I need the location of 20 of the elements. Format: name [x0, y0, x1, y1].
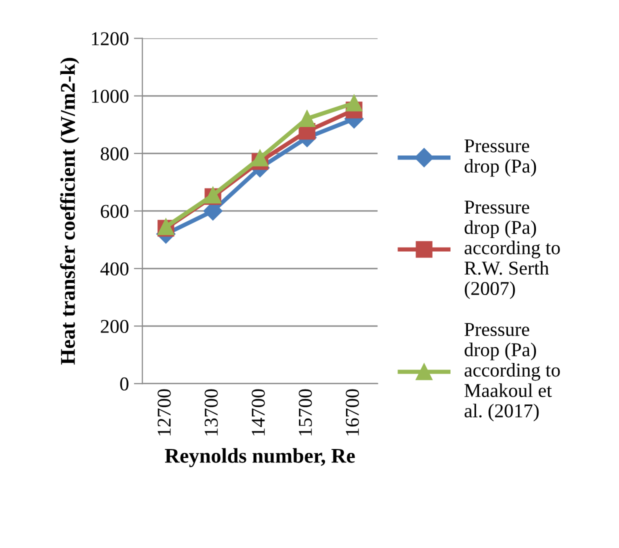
x-tick-label: 15700 — [298, 389, 312, 436]
y-axis-title: Heat transfer coefficient (W/m2-k) — [60, 58, 80, 365]
legend-label: Pressure drop (Pa) according to Maakoul et al. (2017) — [464, 323, 560, 422]
legend-label: Pressure drop (Pa) — [464, 139, 536, 177]
x-tick-label: 16700 — [346, 389, 359, 436]
x-tick-label: 13700 — [204, 389, 218, 436]
y-tick-label: 1200 — [92, 32, 128, 46]
y-tick-label: 200 — [100, 320, 128, 333]
point — [298, 110, 316, 127]
y-tick-label: 400 — [100, 262, 128, 276]
point — [346, 94, 362, 112]
legend-label: Pressure drop (Pa) according to R.W. Serth (2007) — [464, 200, 560, 300]
y-tick-label: 800 — [100, 147, 128, 160]
x-tick-label: 12700 — [158, 389, 171, 436]
x-axis-title: Reynolds number, Re — [164, 448, 355, 468]
x-tick-label: 14700 — [252, 389, 265, 436]
point — [252, 150, 268, 166]
y-tick-label: 0 — [120, 377, 128, 391]
y-tick-label: 1000 — [92, 90, 128, 103]
y-tick-label: 600 — [100, 204, 128, 218]
